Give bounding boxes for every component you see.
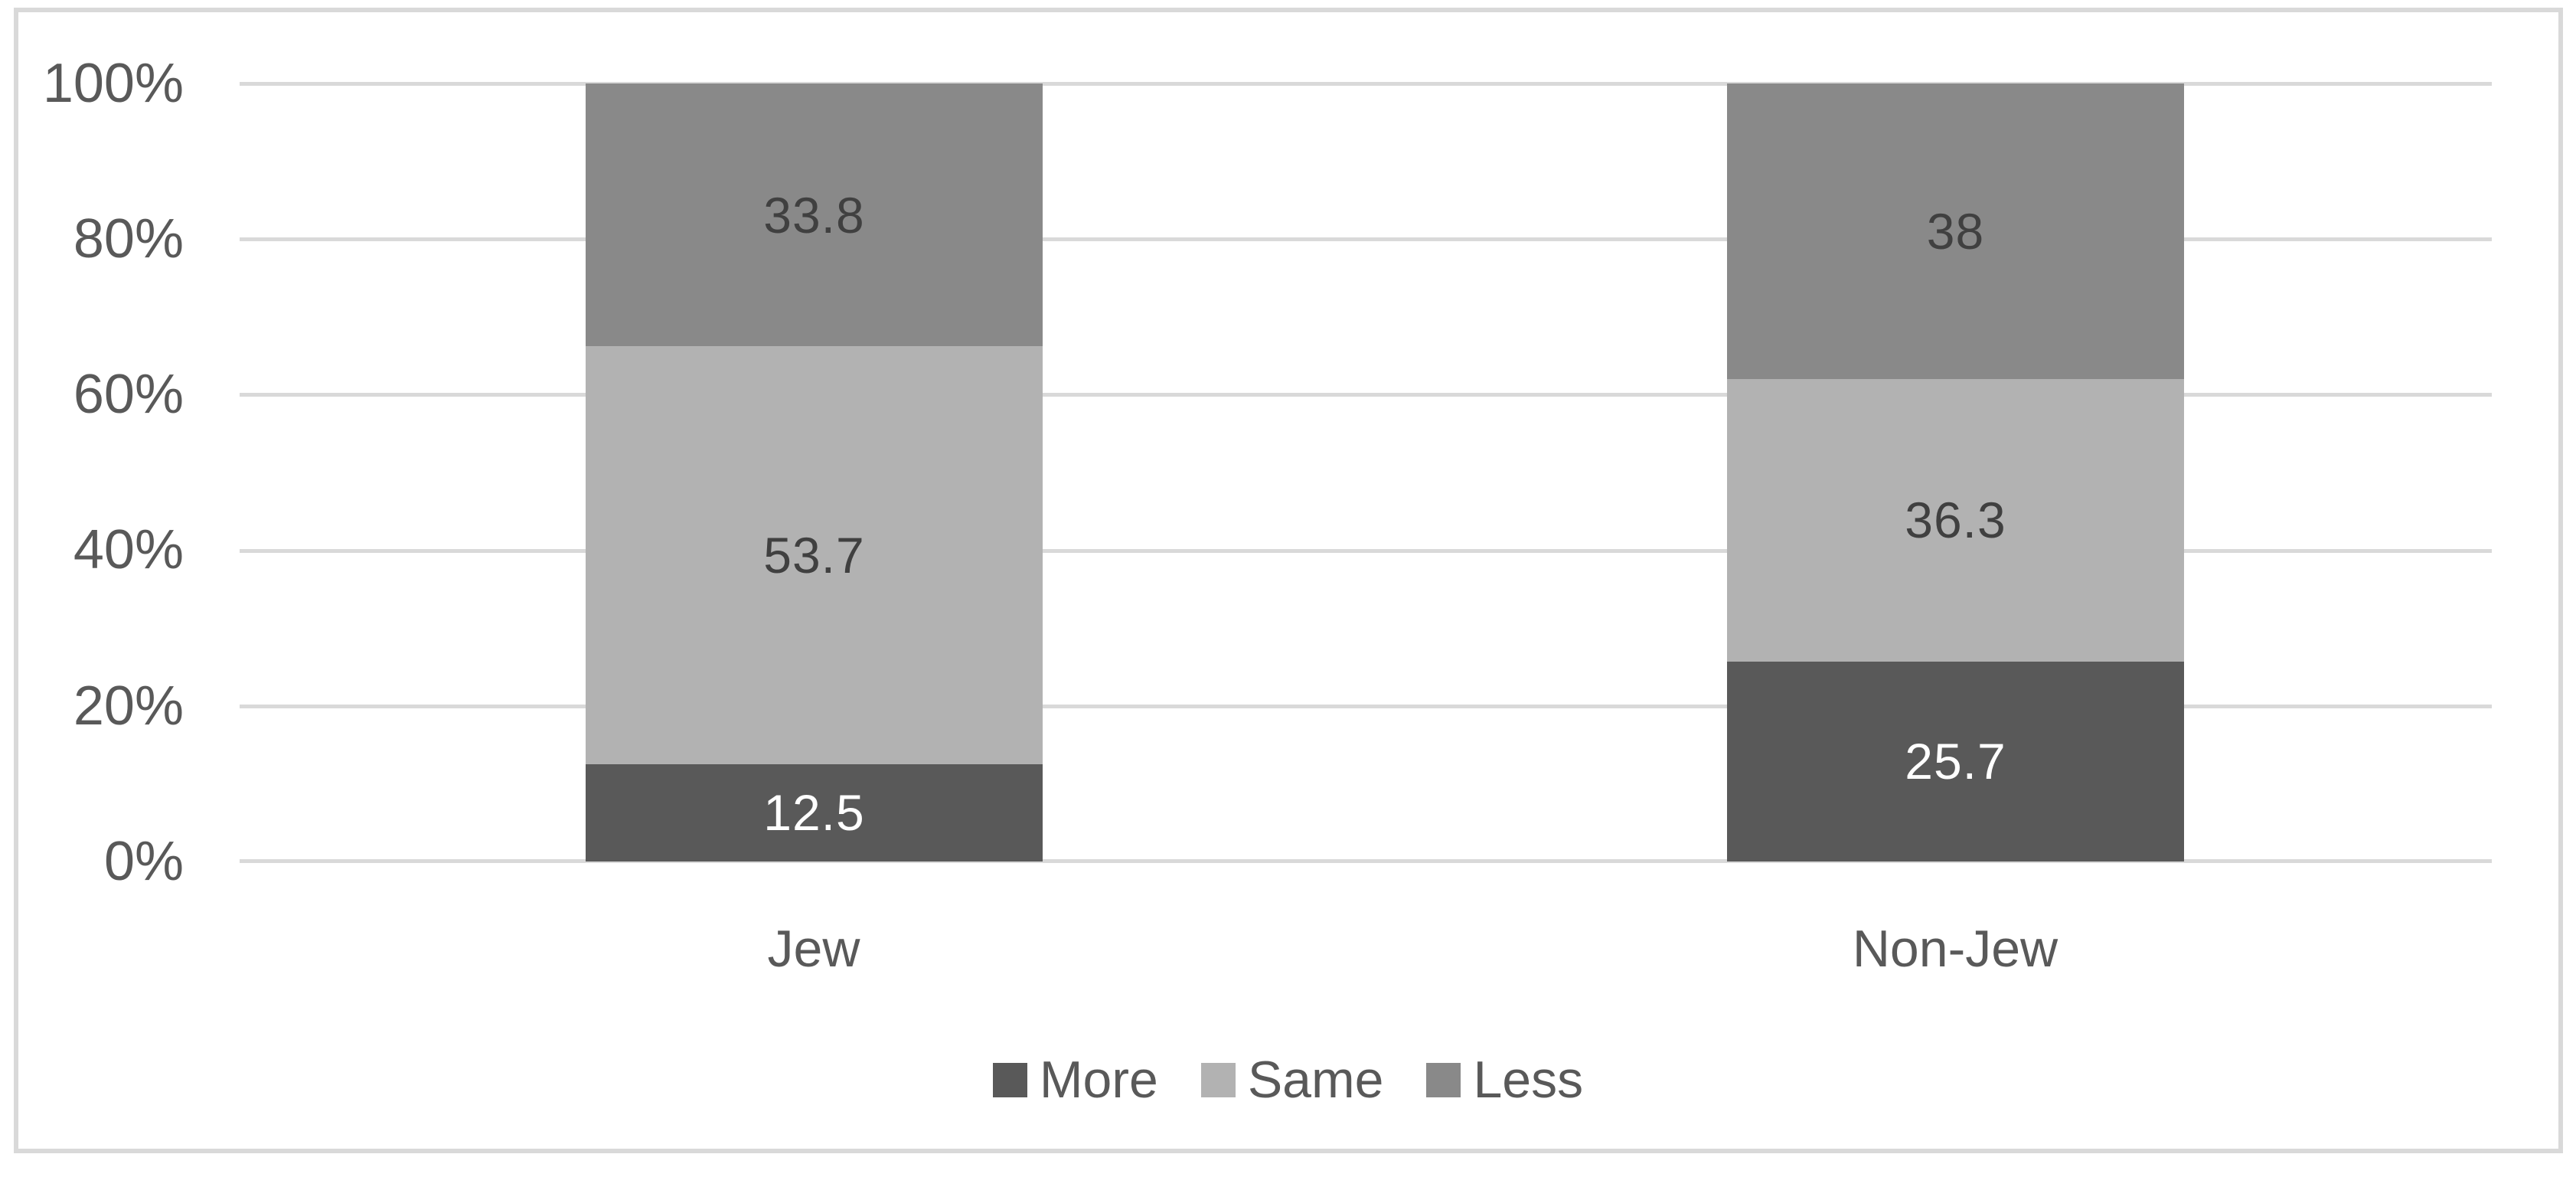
legend-item-same: Same [1200, 1051, 1384, 1109]
y-tick-20: 20% [73, 675, 184, 737]
gridline-80 [240, 237, 2492, 242]
legend-swatch-same [1200, 1062, 1236, 1097]
plot-area: 33.8 53.7 12.5 38 36.3 25.7 [240, 82, 2492, 863]
legend-item-more: More [992, 1051, 1158, 1109]
gridline-40 [240, 548, 2492, 553]
y-tick-80: 80% [73, 208, 184, 270]
bar-segment-more: 12.5 [586, 763, 1043, 861]
gridline-60 [240, 393, 2492, 397]
bar-non-jew: 38 36.3 25.7 [1727, 83, 2184, 861]
gridline-20 [240, 704, 2492, 708]
bar-segment-value: 53.7 [763, 527, 865, 584]
bar-segment-same: 36.3 [1727, 379, 2184, 662]
gridline-0 [240, 859, 2492, 863]
bar-segment-value: 38 [1926, 203, 1985, 260]
y-tick-100: 100% [42, 53, 184, 114]
legend-label-less: Less [1473, 1051, 1584, 1109]
bar-segment-value: 33.8 [763, 186, 865, 244]
legend-label-more: More [1039, 1051, 1158, 1109]
legend-item-less: Less [1426, 1054, 1583, 1106]
bar-segment-value: 25.7 [1905, 733, 2006, 790]
bar-segment-value: 12.5 [763, 784, 865, 842]
legend-label-same: Same [1247, 1051, 1384, 1109]
bar-segment-less: 38 [1727, 83, 2184, 380]
bar-jew: 33.8 53.7 12.5 [586, 83, 1043, 861]
bar-segment-more: 25.7 [1727, 661, 2184, 861]
x-label-non-jew: Non-Jew [1852, 920, 2059, 978]
chart-border [14, 8, 2563, 1153]
y-tick-0: 0% [103, 831, 184, 892]
y-tick-40: 40% [73, 519, 184, 580]
bar-segment-less: 33.8 [586, 83, 1043, 347]
bar-segment-value: 36.3 [1905, 492, 2006, 549]
bars-layer: 33.8 53.7 12.5 38 36.3 25.7 [240, 83, 2492, 861]
legend-swatch-less [1426, 1062, 1461, 1097]
legend: More Same Less [0, 1045, 2576, 1114]
y-tick-60: 60% [73, 364, 184, 425]
bar-segment-same: 53.7 [586, 346, 1043, 764]
x-label-jew: Jew [767, 920, 860, 978]
gridline-100 [240, 82, 2492, 86]
legend-swatch-more [992, 1062, 1027, 1097]
